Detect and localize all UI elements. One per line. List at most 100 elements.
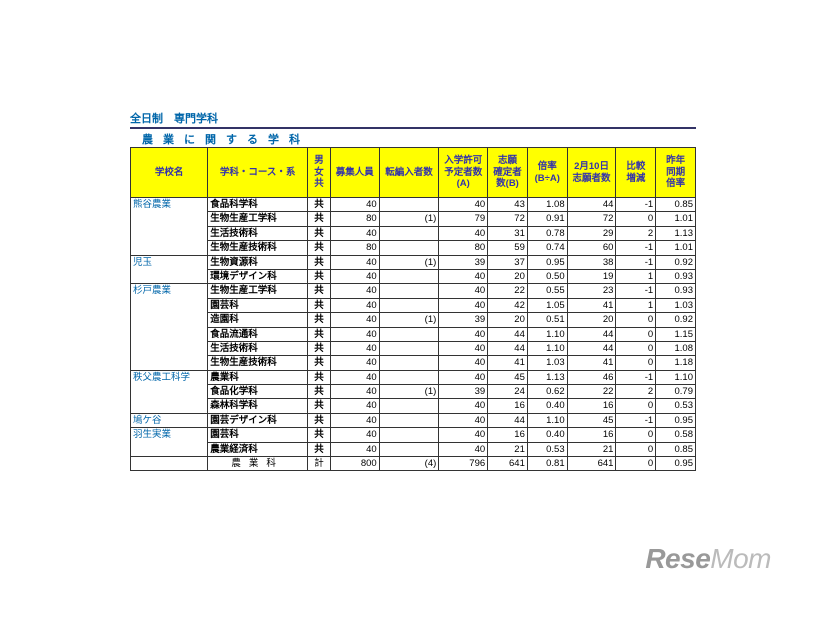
cell: 40 — [330, 226, 379, 240]
cell: 園芸科 — [208, 298, 308, 312]
cell: 40 — [330, 269, 379, 283]
table-row: 生活技術科共4040441.104401.08 — [131, 341, 696, 355]
logo-part-b: Mom — [710, 543, 771, 574]
cell — [379, 399, 439, 413]
cell: -1 — [616, 241, 656, 255]
cell — [379, 198, 439, 212]
cell: 80 — [330, 241, 379, 255]
cell — [379, 284, 439, 298]
cell: 環境デザイン科 — [208, 269, 308, 283]
cell: -1 — [616, 370, 656, 384]
cell: 40 — [330, 198, 379, 212]
cell: 1.03 — [656, 298, 696, 312]
cell: 40 — [439, 327, 488, 341]
header-hikaku: 比較増減 — [616, 148, 656, 198]
cell: 1.10 — [656, 370, 696, 384]
cell: 39 — [439, 385, 488, 399]
cell: 60 — [567, 241, 616, 255]
table-row: 森林科学科共4040160.401600.53 — [131, 399, 696, 413]
cell: 41 — [567, 298, 616, 312]
cell: 共 — [308, 442, 331, 456]
cell: 40 — [439, 370, 488, 384]
cell: -1 — [616, 198, 656, 212]
header-nyugaku: 入学許可予定者数(A) — [439, 148, 488, 198]
cell: 生物生産工学科 — [208, 212, 308, 226]
cell: 45 — [567, 413, 616, 427]
cell: 20 — [567, 313, 616, 327]
header-shigan: 志願確定者数(B) — [488, 148, 528, 198]
school-cell — [131, 269, 208, 283]
cell: 79 — [439, 212, 488, 226]
header-feb10: 2月10日志願者数 — [567, 148, 616, 198]
cell — [379, 226, 439, 240]
cell: 44 — [488, 327, 528, 341]
cell: 37 — [488, 255, 528, 269]
cell: 生物生産工学科 — [208, 284, 308, 298]
cell: 0.78 — [527, 226, 567, 240]
school-cell: 秩父農工科学 — [131, 370, 208, 384]
cell: 40 — [330, 428, 379, 442]
cell: 40 — [330, 284, 379, 298]
cell — [379, 298, 439, 312]
cell: 食品化学科 — [208, 385, 308, 399]
cell: 59 — [488, 241, 528, 255]
cell: 1 — [616, 269, 656, 283]
cell: 42 — [488, 298, 528, 312]
cell: 40 — [330, 327, 379, 341]
school-cell — [131, 327, 208, 341]
cell: 共 — [308, 356, 331, 370]
cell: 43 — [488, 198, 528, 212]
cell: 16 — [567, 428, 616, 442]
cell: 0 — [616, 399, 656, 413]
cell: 共 — [308, 413, 331, 427]
cell: 0.95 — [527, 255, 567, 269]
cell: (1) — [379, 385, 439, 399]
cell: 食品流通科 — [208, 327, 308, 341]
school-cell — [131, 385, 208, 399]
cell: 1.15 — [656, 327, 696, 341]
cell: 40 — [330, 341, 379, 355]
cell: 共 — [308, 385, 331, 399]
cell: 0.85 — [656, 198, 696, 212]
cell: 共 — [308, 212, 331, 226]
cell: 0.85 — [656, 442, 696, 456]
school-cell: 鳩ケ谷 — [131, 413, 208, 427]
cell: 共 — [308, 284, 331, 298]
table-row: 羽生実業園芸科共4040160.401600.58 — [131, 428, 696, 442]
cell: 40 — [330, 399, 379, 413]
cell: 1.05 — [527, 298, 567, 312]
cell: 0.55 — [527, 284, 567, 298]
cell: 40 — [439, 198, 488, 212]
cell: 0.95 — [656, 413, 696, 427]
cell: 共 — [308, 428, 331, 442]
cell: 44 — [567, 198, 616, 212]
cell: 0 — [616, 212, 656, 226]
cell: 72 — [567, 212, 616, 226]
cell: 0.58 — [656, 428, 696, 442]
cell: 19 — [567, 269, 616, 283]
cell: 22 — [488, 284, 528, 298]
cell: 2 — [616, 226, 656, 240]
cell: 生活技術科 — [208, 226, 308, 240]
cell: 共 — [308, 241, 331, 255]
cell: 0 — [616, 428, 656, 442]
cell — [379, 269, 439, 283]
cell: 森林科学科 — [208, 399, 308, 413]
cell: 共 — [308, 327, 331, 341]
school-cell — [131, 313, 208, 327]
school-cell — [131, 442, 208, 456]
cell: 40 — [439, 341, 488, 355]
admissions-table: 学校名 学科・コース・系 男女共 募集人員 転編入者数 入学許可予定者数(A) … — [130, 147, 696, 471]
page-subtitle: 農業に関する学科 — [130, 131, 696, 147]
cell: 40 — [330, 370, 379, 384]
cell — [379, 413, 439, 427]
table-row: 秩父農工科学農業科共4040451.1346-11.10 — [131, 370, 696, 384]
table-row: 熊谷農業食品科学科共4040431.0844-10.85 — [131, 198, 696, 212]
cell: 40 — [330, 313, 379, 327]
cell: 0.40 — [527, 428, 567, 442]
cell: 39 — [439, 313, 488, 327]
cell: 40 — [330, 356, 379, 370]
table-row: 生物生産技術科共4040411.034101.18 — [131, 356, 696, 370]
table-row: 鳩ケ谷園芸デザイン科共4040441.1045-10.95 — [131, 413, 696, 427]
school-cell: 児玉 — [131, 255, 208, 269]
